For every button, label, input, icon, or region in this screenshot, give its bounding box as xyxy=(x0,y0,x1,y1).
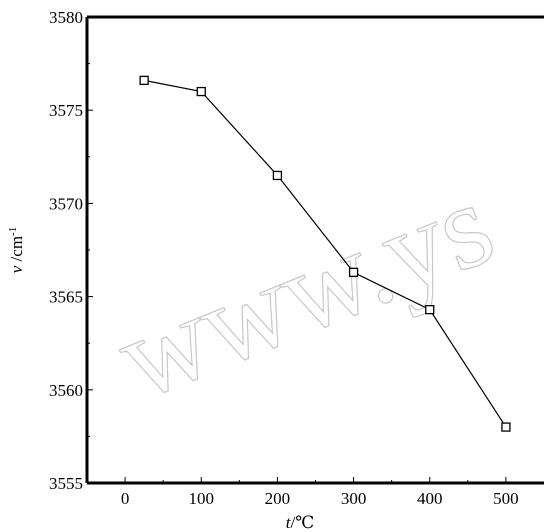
series-line xyxy=(144,79,507,428)
y-tick-label: 3555 xyxy=(49,474,83,493)
y-axis-title: v /cm-1 xyxy=(7,227,26,273)
x-axis: 0 100 200 300 400 500 xyxy=(121,477,519,508)
x-tick-label: 0 xyxy=(121,489,130,508)
y-tick-label: 3570 xyxy=(49,194,83,213)
x-tick-label: 300 xyxy=(341,489,367,508)
data-point xyxy=(425,304,435,315)
data-point xyxy=(501,422,511,432)
y-tick-label: 3580 xyxy=(49,8,83,27)
data-point xyxy=(196,86,206,97)
x-tick-label: 100 xyxy=(189,489,215,508)
data-point xyxy=(272,170,283,181)
data-point xyxy=(348,267,359,278)
y-axis: 3555 3560 3565 3570 3575 3580 xyxy=(49,8,93,493)
y-tick-label: 3560 xyxy=(49,381,83,400)
x-tick-label: 400 xyxy=(417,489,443,508)
watermark: www.ys xyxy=(100,156,510,425)
y-tick-label: 3575 xyxy=(49,101,83,120)
x-tick-label: 200 xyxy=(265,489,291,508)
x-axis-title: t/℃ xyxy=(286,513,314,532)
y-tick-label: 3565 xyxy=(49,288,83,307)
x-tick-label: 500 xyxy=(493,489,519,508)
series-group xyxy=(139,75,511,432)
data-point xyxy=(139,75,149,86)
